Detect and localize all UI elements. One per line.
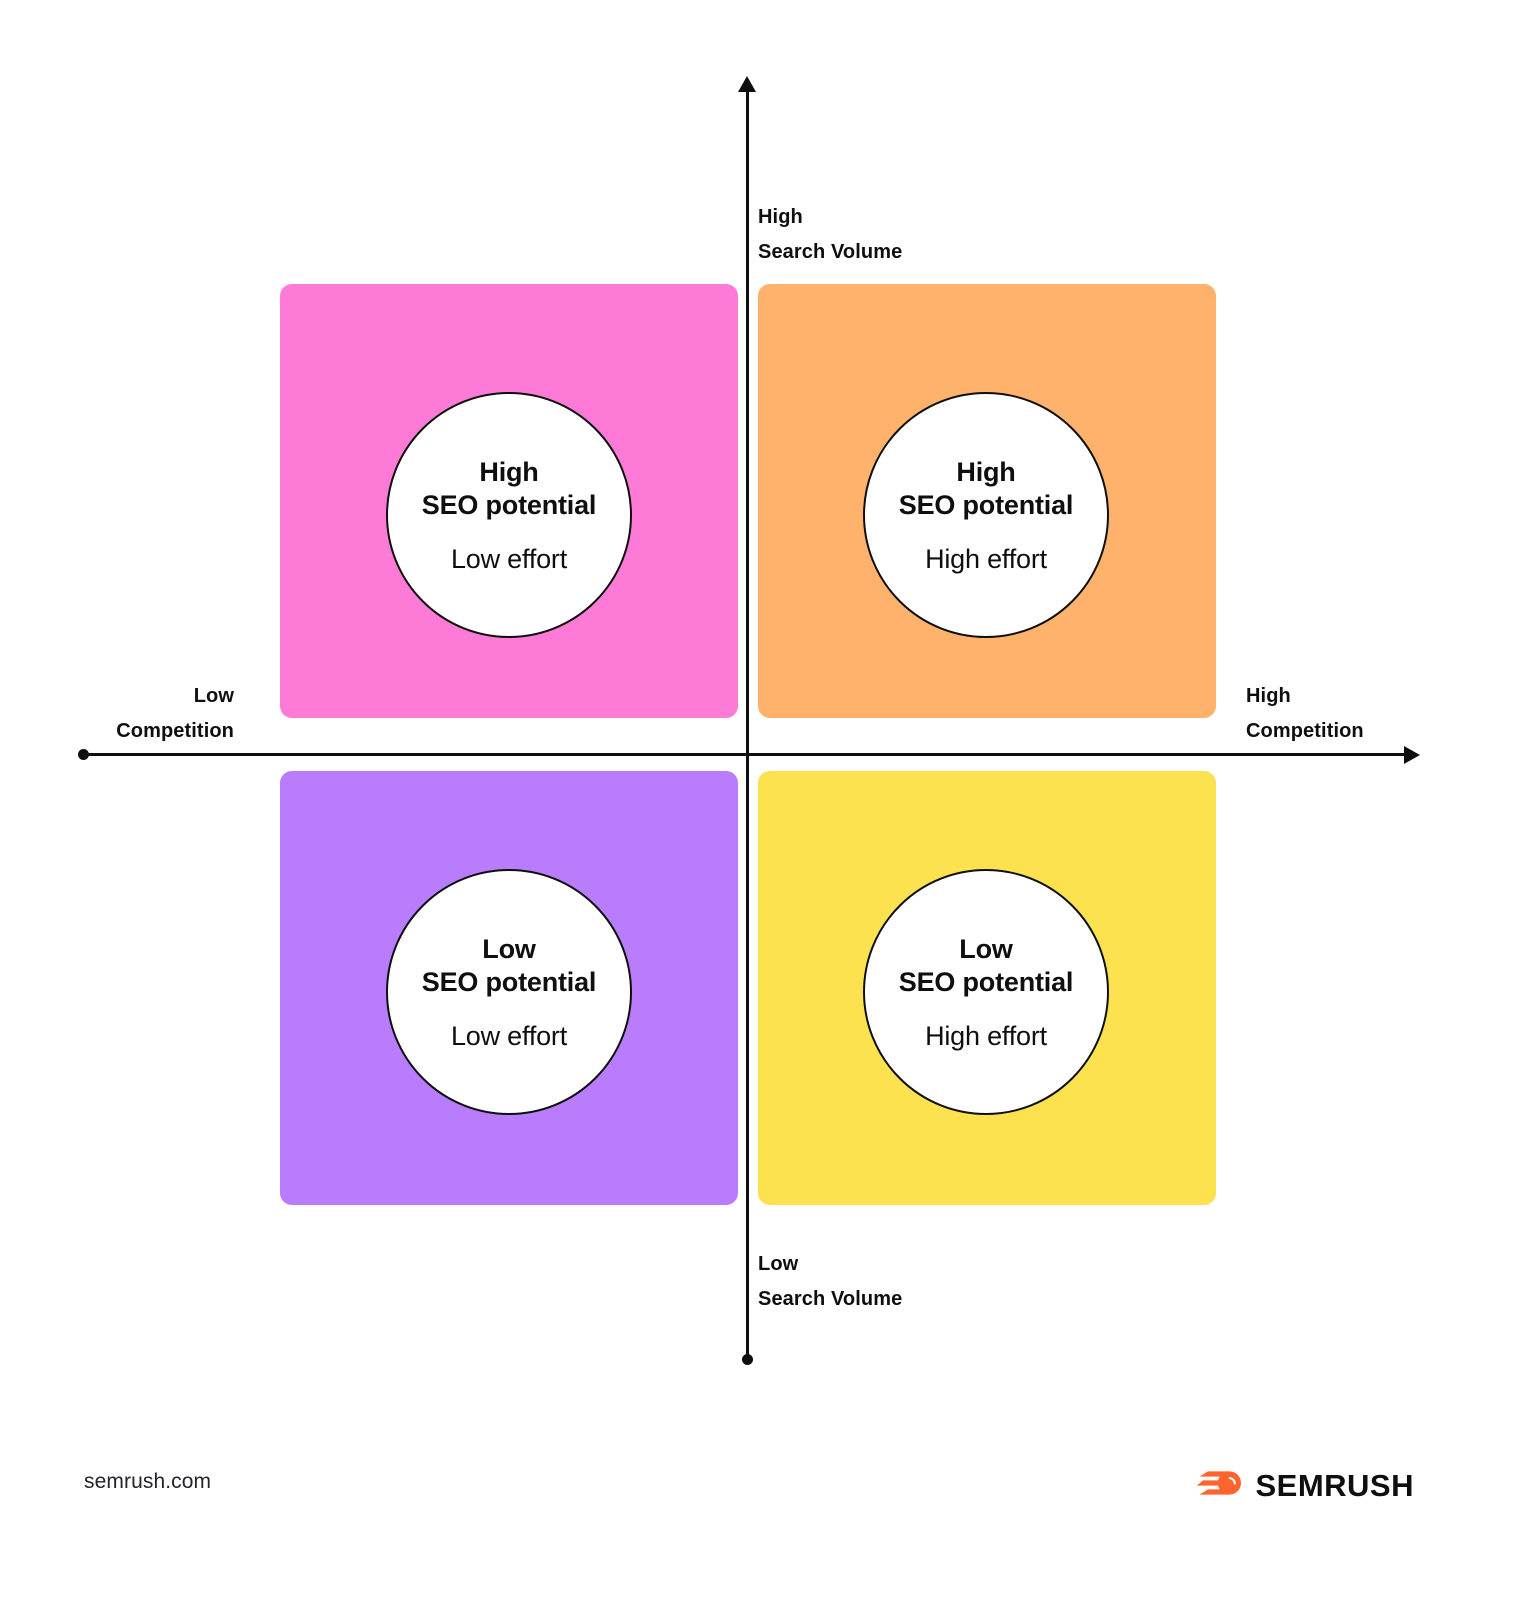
axis-label-x-left-line2: Competition [116,720,234,742]
bubble-effort: Low effort [450,543,568,574]
semrush-comet-icon [1196,1466,1242,1505]
bubble-bottom-right: Low SEO potential High effort [863,869,1109,1115]
semrush-logo: SEMRUSH [1196,1466,1414,1505]
axis-label-y-bottom: Low Search Volume [758,1247,902,1317]
axis-label-y-top: High Search Volume [758,200,902,270]
axis-label-y-top-line1: High [758,206,803,228]
bubble-top-left: High SEO potential Low effort [386,392,632,638]
bubble-potential-label: SEO potential [898,966,1074,997]
bubble-title: High SEO potential [421,456,597,522]
footer-source-url: semrush.com [84,1470,212,1493]
bubble-potential-level: Low [482,933,536,964]
axis-label-x-right-line2: Competition [1246,720,1364,742]
bubble-title: Low SEO potential [421,933,597,999]
bubble-effort: High effort [925,543,1047,574]
bubble-top-right: High SEO potential High effort [863,392,1109,638]
axis-label-x-right: High Competition [1246,679,1364,749]
axis-label-y-bottom-line1: Low [758,1253,799,1275]
bubble-effort: High effort [925,1020,1047,1051]
vertical-axis-line [746,84,749,1362]
axis-endpoint-dot-bottom [742,1354,753,1365]
axis-arrow-up-icon [738,76,756,92]
axis-label-x-right-line1: High [1246,685,1291,707]
bubble-title: Low SEO potential [898,933,1074,999]
bubble-title: High SEO potential [898,456,1074,522]
bubble-potential-label: SEO potential [421,489,597,520]
bubble-potential-label: SEO potential [421,966,597,997]
axis-label-x-left-line1: Low [193,685,234,707]
axis-label-x-left: Low Competition [116,679,234,749]
bubble-potential-label: SEO potential [898,489,1074,520]
bubble-effort: Low effort [450,1020,568,1051]
semrush-wordmark: SEMRUSH [1255,1467,1414,1503]
horizontal-axis-line [84,753,1414,756]
bubble-potential-level: High [479,456,539,487]
axis-arrow-right-icon [1404,746,1420,764]
axis-endpoint-dot-left [78,749,89,760]
bubble-potential-level: Low [959,933,1013,964]
bubble-bottom-left: Low SEO potential Low effort [386,869,632,1115]
bubble-potential-level: High [956,456,1016,487]
axis-label-y-top-line2: Search Volume [758,241,903,263]
axis-label-y-bottom-line2: Search Volume [758,1288,903,1310]
